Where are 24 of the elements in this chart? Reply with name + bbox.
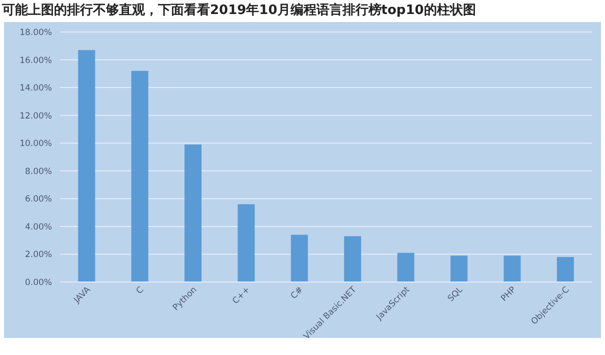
- bar: [397, 252, 414, 282]
- x-tick-label: SQL: [446, 284, 466, 304]
- bar: [184, 144, 202, 282]
- y-tick-label: 10.00%: [20, 139, 52, 150]
- bar: [238, 204, 255, 282]
- x-tick-label: C: [134, 285, 146, 296]
- bar: [556, 257, 574, 282]
- bar: [504, 256, 521, 282]
- bar: [344, 236, 362, 282]
- y-tick-label: 4.00%: [24, 222, 52, 232]
- y-tick-label: 8.00%: [24, 166, 52, 177]
- y-tick-label: 6.00%: [24, 194, 52, 205]
- bar: [131, 70, 148, 282]
- chart-title: 可能上图的排行不够直观，下面看看2019年10月编程语言排行榜top10的柱状图: [1, 2, 476, 18]
- y-tick-label: 16.00%: [20, 56, 52, 66]
- y-tick-label: 2.00%: [24, 250, 52, 260]
- x-tick-label: C#: [289, 285, 306, 302]
- bar: [290, 234, 308, 282]
- bar: [450, 256, 468, 282]
- y-tick-label: 0.00%: [24, 278, 52, 288]
- y-tick-label: 14.00%: [20, 84, 52, 94]
- y-tick-label: 18.00%: [20, 28, 52, 38]
- y-tick-label: 12.00%: [20, 111, 52, 122]
- bar: [78, 50, 96, 282]
